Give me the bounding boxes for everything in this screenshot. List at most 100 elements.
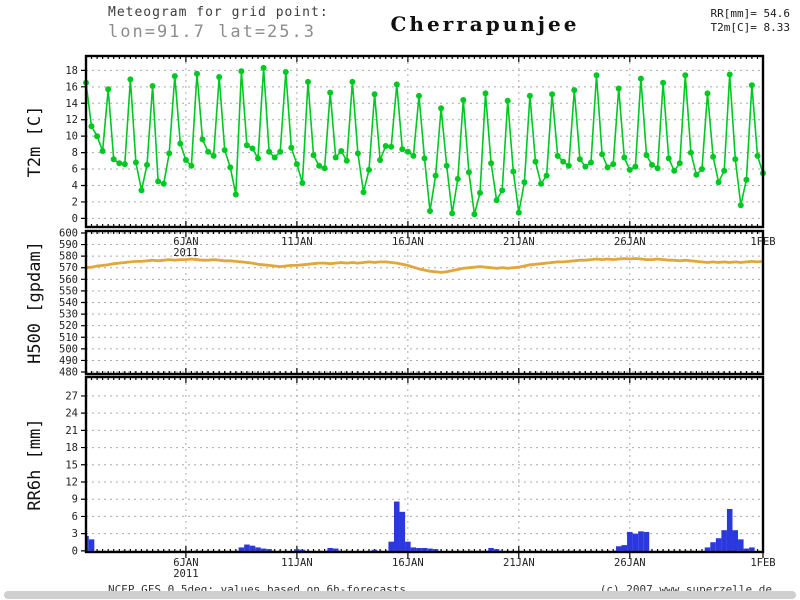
- rr6h-bar: [710, 542, 716, 551]
- t2m-point: [360, 189, 367, 196]
- t2m-point: [560, 158, 567, 165]
- date-label: 1FEB: [750, 236, 775, 248]
- h500-line: [85, 257, 764, 274]
- t2m-point: [438, 105, 445, 112]
- t2m-point: [610, 161, 617, 168]
- t2m-point: [127, 76, 134, 83]
- date-label: 11JAN: [281, 236, 313, 248]
- rr6h-bar: [432, 549, 439, 551]
- rr-total-value: RR[mm]= 54.6: [710, 7, 790, 20]
- h500-ytick-label: 520: [59, 320, 78, 332]
- t2m-point: [388, 143, 395, 150]
- t2m-ytick-label: 4: [72, 180, 78, 192]
- rr6h-bar: [260, 548, 267, 551]
- t2m-point: [177, 140, 184, 147]
- t2m-point: [138, 187, 145, 194]
- rr6h-bar: [255, 547, 261, 551]
- t2m-point: [571, 87, 578, 94]
- t2m-point: [427, 208, 433, 214]
- t2m-ytick-label: 0: [72, 213, 78, 225]
- t2m-point: [205, 148, 212, 155]
- t2m-point: [343, 157, 350, 164]
- t2m-point: [615, 85, 622, 92]
- t2m-point: [715, 179, 722, 186]
- t2m-point: [199, 136, 206, 143]
- h500-ytick-label: 530: [59, 309, 78, 321]
- rr6h-bar: [87, 535, 89, 551]
- t2m-point: [510, 168, 517, 175]
- t2m-point: [732, 156, 739, 163]
- t2m-point: [543, 172, 550, 179]
- rr6h-bar: [738, 539, 744, 551]
- rr6h-bar: [244, 544, 250, 551]
- h500-ytick-label: 550: [59, 285, 78, 297]
- rr6h-bar: [410, 547, 417, 551]
- rr6h-ytick-label: 3: [72, 528, 78, 540]
- date-label: 26JAN: [614, 236, 646, 248]
- t2m-point: [704, 90, 711, 97]
- rr6h-ytick-label: 27: [65, 390, 78, 402]
- rr6h-axis-label: RR6h [mm]: [25, 418, 45, 510]
- t2m-point: [305, 78, 311, 85]
- rr6h-bar: [627, 531, 633, 551]
- t2m-point: [432, 172, 439, 179]
- t2m-point: [582, 163, 589, 170]
- t2m-point: [593, 72, 600, 79]
- h500-ytick-label: 580: [59, 251, 78, 263]
- t2m-point: [538, 180, 544, 187]
- t2m-point: [526, 92, 533, 99]
- rr6h-ytick-label: 6: [72, 511, 78, 523]
- t2m-ytick-label: 2: [72, 196, 78, 208]
- t2m-point: [166, 150, 173, 157]
- t2m-point: [471, 211, 478, 218]
- rr6h-bar: [299, 549, 306, 551]
- t2m-point: [210, 152, 217, 159]
- horizontal-scrollbar[interactable]: [4, 591, 796, 599]
- rr6h-bar: [621, 545, 628, 551]
- t2m-point: [94, 133, 101, 140]
- rr6h-ytick-label: 18: [65, 442, 78, 454]
- t2m-point: [588, 159, 594, 166]
- t2m-point: [243, 142, 250, 149]
- t2m-point: [488, 160, 495, 167]
- t2m-point: [626, 166, 633, 173]
- header-stats: RR[mm]= 54.6 T2m[C]= 8.33: [711, 7, 790, 35]
- rr6h-ytick-label: 0: [72, 545, 78, 557]
- h500-ytick-label: 490: [59, 355, 78, 367]
- t2m-point: [654, 165, 661, 172]
- t2m-point: [499, 187, 506, 194]
- t2m-point: [743, 176, 750, 183]
- date-label: 16JAN: [392, 557, 424, 569]
- grid-point-label: Meteogram for grid point:: [108, 5, 329, 20]
- t2m-ytick-label: 8: [72, 147, 78, 159]
- t2m-ytick-label: 12: [65, 114, 78, 126]
- rr6h-bar: [427, 548, 433, 551]
- t2m-point: [149, 83, 156, 89]
- rr6h-bar: [332, 548, 339, 551]
- rr6h-bar: [488, 547, 494, 551]
- t2m-point: [88, 123, 95, 130]
- t2m-point: [249, 145, 256, 152]
- t2m-point: [238, 68, 245, 75]
- t2m-point: [105, 86, 112, 93]
- t2m-ytick-label: 6: [72, 164, 78, 176]
- rr6h-bar: [249, 545, 256, 551]
- t2m-point: [576, 156, 583, 163]
- t2m-point: [693, 171, 700, 178]
- t2m-point: [299, 180, 306, 186]
- rr6h-bar: [721, 530, 727, 551]
- h500-ytick-label: 560: [59, 274, 78, 286]
- t2m-point: [338, 148, 345, 154]
- t2m-point: [366, 166, 372, 173]
- t2m-point: [282, 69, 289, 75]
- t2m-point: [277, 148, 284, 155]
- t2m-current-value: T2m[C]= 8.33: [710, 21, 790, 34]
- t2m-point: [354, 150, 361, 157]
- t2m-point: [421, 155, 428, 162]
- date-label: 1FEB: [750, 557, 775, 569]
- rr6h-bar: [704, 547, 711, 551]
- lonlat-label: lon=91.7 lat=25.3: [108, 22, 316, 42]
- rr6h-panel: 0 3 6 9 12 15 18 21 24 27 RR6h [mm]: [25, 375, 765, 558]
- rr6h-bar: [327, 547, 333, 551]
